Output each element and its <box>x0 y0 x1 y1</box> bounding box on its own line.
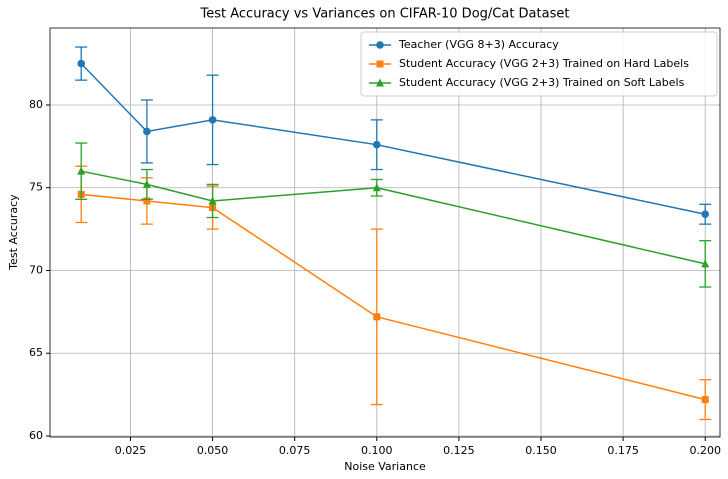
point <box>208 116 217 124</box>
point <box>77 166 86 175</box>
x-tick-label: 0.025 <box>115 444 147 457</box>
point <box>143 197 151 205</box>
y-tick-label: 65 <box>29 346 43 359</box>
series-line <box>81 170 706 265</box>
y-tick-label: 70 <box>29 263 43 276</box>
legend-label: Teacher (VGG 8+3) Accuracy <box>398 38 559 51</box>
chart-title: Test Accuracy vs Variances on CIFAR-10 D… <box>200 7 570 22</box>
point <box>373 313 381 321</box>
x-tick-label: 0.075 <box>279 444 311 457</box>
legend-box <box>360 31 718 97</box>
legend-marker <box>376 78 384 87</box>
point <box>701 259 710 268</box>
y-axis-label: Test Accuracy <box>7 194 20 271</box>
point <box>142 179 151 188</box>
y-tick-label: 80 <box>29 98 43 111</box>
x-tick-label: 0.125 <box>443 444 475 457</box>
x-tick-label: 0.150 <box>525 444 557 457</box>
legend-label: Student Accuracy (VGG 2+3) Trained on Ha… <box>399 57 689 70</box>
legend-marker <box>376 60 384 68</box>
x-tick-label: 0.050 <box>197 444 229 457</box>
point <box>372 183 381 192</box>
x-tick-label: 0.100 <box>361 444 393 457</box>
legend-marker <box>376 41 384 49</box>
series-line <box>81 193 706 401</box>
point <box>701 396 709 404</box>
x-axis-label: Noise Variance <box>344 460 426 473</box>
point <box>372 140 381 149</box>
point <box>77 59 86 68</box>
point <box>143 127 151 136</box>
point <box>208 196 217 205</box>
point <box>701 210 710 219</box>
x-tick-label: 0.175 <box>607 444 639 457</box>
plot-frame <box>49 27 721 438</box>
legend-label: Student Accuracy (VGG 2+3) Trained on So… <box>399 76 685 89</box>
y-tick-label: 60 <box>29 429 43 442</box>
y-tick-label: 75 <box>29 181 43 194</box>
x-tick-label: 0.200 <box>689 444 721 457</box>
